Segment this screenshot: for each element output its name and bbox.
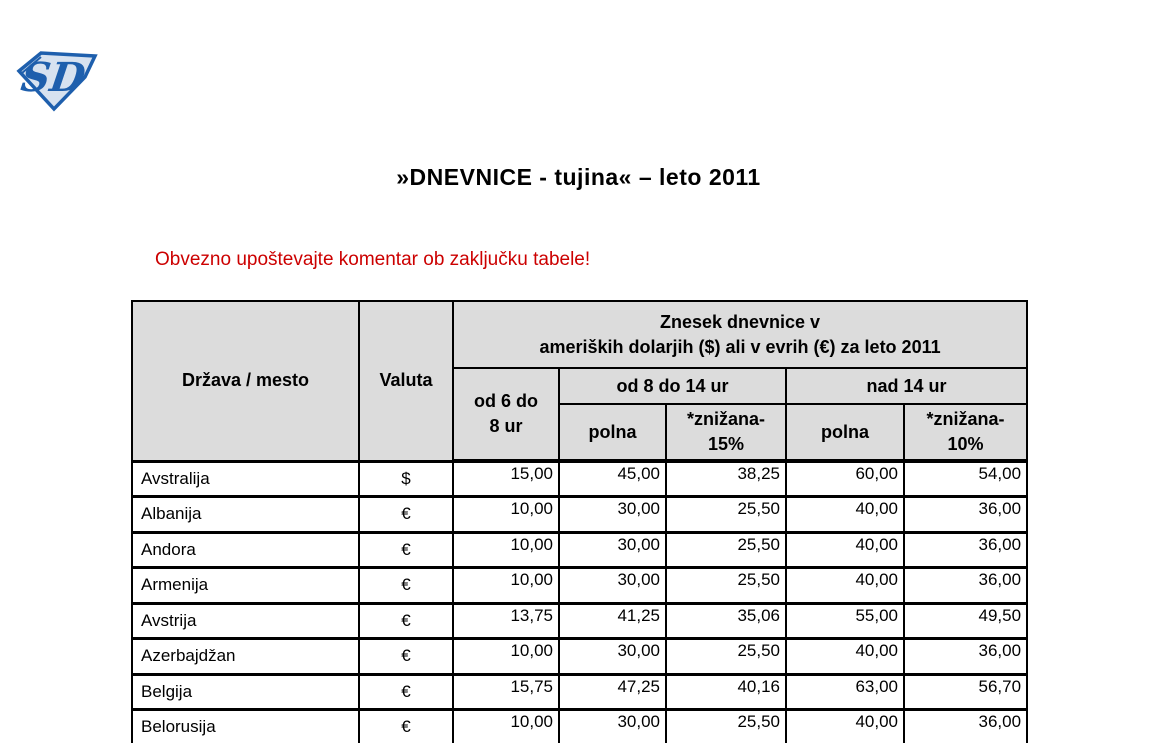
header-reduced-15-line2: 15%: [707, 434, 745, 454]
rate-6-8-cell: 10,00: [452, 495, 560, 534]
header-reduced-15-line1: *znižana-: [686, 409, 765, 429]
header-8-14h: od 8 do 14 ur: [558, 367, 787, 405]
page-title: »DNEVNICE - tujina« – leto 2011: [396, 164, 761, 190]
rate-6-8-cell: 15,00: [452, 459, 560, 498]
rate-6-8-cell: 15,75: [452, 672, 560, 711]
header-6-8h-line1: od 6 do: [474, 391, 538, 411]
header-reduced-10: *znižana- 10%: [902, 403, 1029, 463]
header-full-over14: polna: [785, 403, 905, 463]
rate-8-14-full-cell: 30,00: [558, 530, 667, 569]
country-cell: Belorusija: [131, 708, 360, 743]
header-6-8h-line2: 8 ur: [489, 416, 523, 436]
table-row: Albanija € 10,00 30,00 25,50 40,00 36,00: [131, 495, 1029, 534]
country-cell: Andora: [131, 530, 360, 569]
table-row: Avstrija € 13,75 41,25 35,06 55,00 49,50: [131, 601, 1029, 640]
header-amount-line1: Znesek dnevnice v: [659, 311, 821, 332]
table-row: Belgija € 15,75 47,25 40,16 63,00 56,70: [131, 672, 1029, 711]
rate-over14-reduced-cell: 36,00: [902, 566, 1029, 605]
rate-8-14-reduced-cell: 25,50: [665, 566, 787, 605]
country-cell: Belgija: [131, 672, 360, 711]
rate-over14-full-cell: 40,00: [785, 530, 905, 569]
header-country: Država / mesto: [131, 300, 360, 462]
rate-6-8-cell: 13,75: [452, 601, 560, 640]
country-cell: Azerbajdžan: [131, 637, 360, 676]
rate-over14-reduced-cell: 49,50: [902, 601, 1029, 640]
rate-8-14-reduced-cell: 25,50: [665, 530, 787, 569]
currency-cell: €: [358, 637, 454, 676]
rate-over14-full-cell: 40,00: [785, 637, 905, 676]
rate-8-14-reduced-cell: 40,16: [665, 672, 787, 711]
rate-over14-reduced-cell: 54,00: [902, 459, 1029, 498]
rate-over14-full-cell: 63,00: [785, 672, 905, 711]
table-row: Armenija € 10,00 30,00 25,50 40,00 36,00: [131, 566, 1029, 605]
rate-8-14-full-cell: 41,25: [558, 601, 667, 640]
header-amount-group: Znesek dnevnice v ameriških dolarjih ($)…: [451, 300, 1029, 369]
rate-8-14-reduced-cell: 35,06: [665, 601, 787, 640]
currency-cell: €: [358, 530, 454, 569]
country-cell: Albanija: [131, 495, 360, 534]
header-reduced-10-line2: 10%: [947, 434, 984, 454]
currency-cell: €: [358, 495, 454, 534]
header-reduced-15: *znižana- 15%: [665, 403, 787, 463]
currency-cell: €: [358, 566, 454, 605]
rate-8-14-full-cell: 30,00: [558, 495, 667, 534]
rate-over14-full-cell: 60,00: [785, 459, 905, 498]
country-cell: Avstrija: [131, 601, 360, 640]
country-cell: Armenija: [131, 566, 360, 605]
header-reduced-10-line1: *znižana-: [926, 409, 1005, 429]
currency-cell: €: [358, 601, 454, 640]
rate-8-14-reduced-cell: 25,50: [665, 637, 787, 676]
header-amount-line2: ameriških dolarjih ($) ali v evrih (€) z…: [539, 336, 941, 357]
rate-over14-full-cell: 55,00: [785, 601, 905, 640]
rate-8-14-reduced-cell: 38,25: [665, 459, 787, 498]
rate-8-14-full-cell: 30,00: [558, 637, 667, 676]
rate-6-8-cell: 10,00: [452, 530, 560, 569]
currency-cell: $: [358, 459, 454, 498]
per-diem-table: Država / mesto Valuta Znesek dnevnice v …: [131, 300, 1029, 743]
rate-6-8-cell: 10,00: [452, 637, 560, 676]
rate-over14-reduced-cell: 36,00: [902, 530, 1029, 569]
sd-diamond-logo-icon: SD: [16, 51, 98, 112]
rate-over14-reduced-cell: 36,00: [902, 637, 1029, 676]
header-full-8-14: polna: [558, 403, 667, 463]
rate-8-14-full-cell: 45,00: [558, 459, 667, 498]
rate-8-14-full-cell: 47,25: [558, 672, 667, 711]
table-row: Avstralija $ 15,00 45,00 38,25 60,00 54,…: [131, 459, 1029, 498]
rate-over14-full-cell: 40,00: [785, 708, 905, 743]
rate-over14-full-cell: 40,00: [785, 566, 905, 605]
header-6-8h: od 6 do 8 ur: [452, 367, 560, 463]
logo-letters: SD: [18, 54, 88, 101]
country-cell: Avstralija: [131, 459, 360, 498]
warning-text: Obvezno upoštevajte komentar ob zaključk…: [155, 249, 591, 270]
rate-over14-reduced-cell: 36,00: [902, 708, 1029, 743]
rate-over14-full-cell: 40,00: [785, 495, 905, 534]
company-logo: SD: [14, 44, 100, 114]
rate-8-14-reduced-cell: 25,50: [665, 708, 787, 743]
table-row: Andora € 10,00 30,00 25,50 40,00 36,00: [131, 530, 1029, 569]
rate-6-8-cell: 10,00: [452, 708, 560, 743]
rate-8-14-full-cell: 30,00: [558, 566, 667, 605]
table-row: Belorusija € 10,00 30,00 25,50 40,00 36,…: [131, 708, 1029, 743]
header-currency: Valuta: [358, 300, 454, 462]
rate-8-14-full-cell: 30,00: [558, 708, 667, 743]
currency-cell: €: [358, 708, 454, 743]
currency-cell: €: [358, 672, 454, 711]
rate-8-14-reduced-cell: 25,50: [665, 495, 787, 534]
rate-over14-reduced-cell: 56,70: [902, 672, 1029, 711]
rate-over14-reduced-cell: 36,00: [902, 495, 1029, 534]
table-row: Azerbajdžan € 10,00 30,00 25,50 40,00 36…: [131, 637, 1029, 676]
header-over-14h: nad 14 ur: [784, 367, 1029, 405]
rate-6-8-cell: 10,00: [452, 566, 560, 605]
